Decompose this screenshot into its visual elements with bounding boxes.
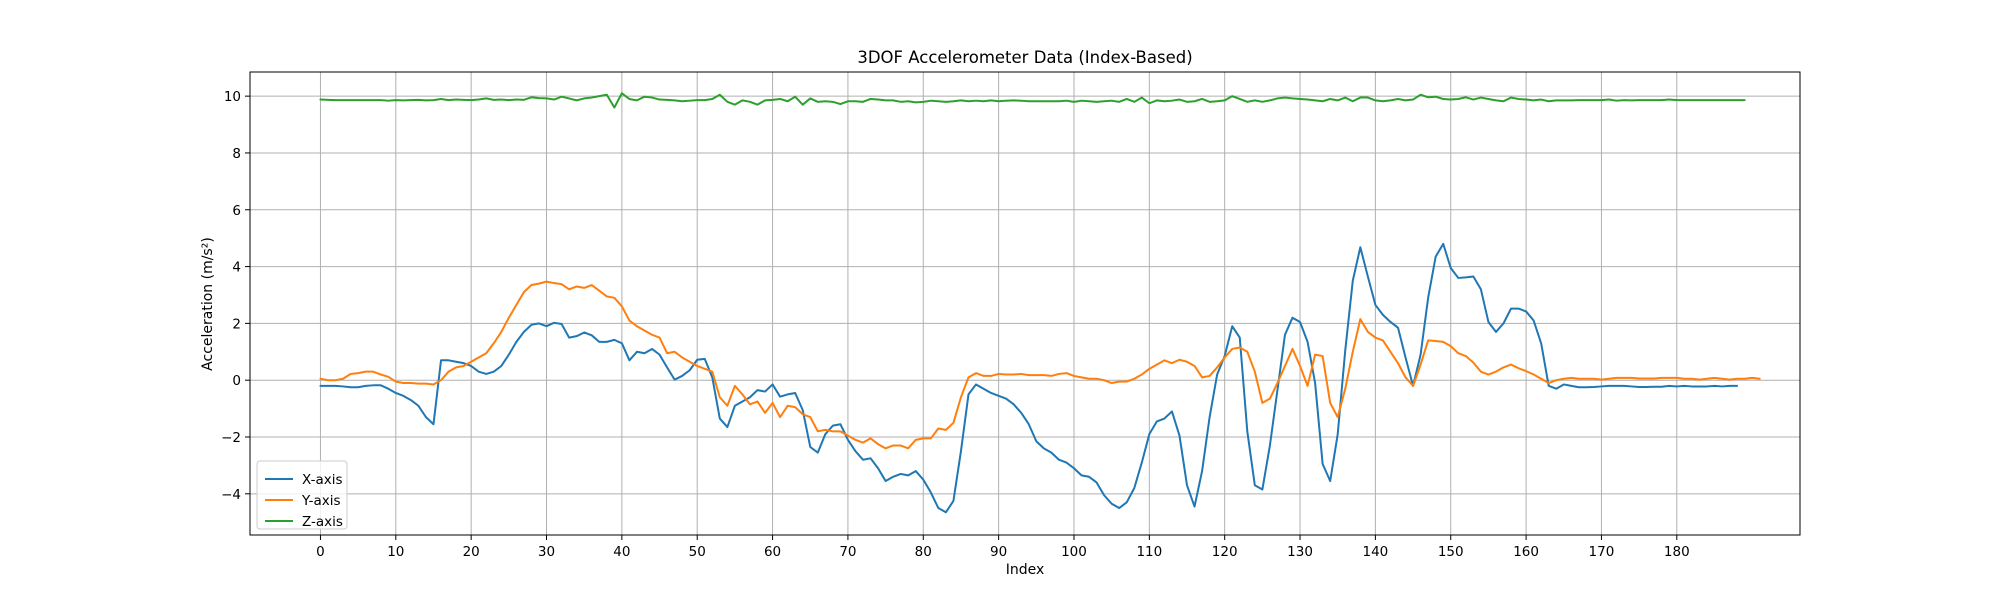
x-tick-label: 80 bbox=[915, 544, 932, 560]
legend-label: Z-axis bbox=[302, 514, 343, 530]
x-tick-label: 170 bbox=[1589, 544, 1615, 560]
y-tick-label: −2 bbox=[221, 430, 241, 446]
x-tick-label: 40 bbox=[613, 544, 630, 560]
series-line-y-axis bbox=[319, 280, 1761, 450]
x-tick-label: 50 bbox=[689, 544, 706, 560]
x-tick-label: 60 bbox=[764, 544, 781, 560]
x-tick-label: 0 bbox=[316, 544, 325, 560]
legend-label: X-axis bbox=[302, 472, 343, 488]
x-tick-label: 30 bbox=[538, 544, 555, 560]
chart-title: 3DOF Accelerometer Data (Index-Based) bbox=[857, 48, 1192, 67]
plot-series-lines bbox=[319, 92, 1761, 514]
y-tick-label: 8 bbox=[232, 146, 241, 162]
y-tick-label: 0 bbox=[232, 373, 241, 389]
x-tick-label: 100 bbox=[1061, 544, 1087, 560]
y-tick-label: 10 bbox=[224, 89, 241, 105]
series-line-z-axis bbox=[319, 92, 1746, 109]
x-tick-label: 70 bbox=[839, 544, 856, 560]
x-tick-label: 20 bbox=[463, 544, 480, 560]
y-tick-label: 6 bbox=[232, 203, 241, 219]
legend-label: Y-axis bbox=[301, 493, 341, 509]
grid-lines bbox=[250, 72, 1800, 535]
y-tick-label: −4 bbox=[221, 487, 241, 503]
x-tick-label: 180 bbox=[1664, 544, 1690, 560]
x-tick-label: 10 bbox=[387, 544, 404, 560]
x-tick-label: 150 bbox=[1438, 544, 1464, 560]
x-axis-label: Index bbox=[1006, 562, 1045, 578]
y-axis-label: Acceleration (m/s²) bbox=[200, 237, 216, 371]
y-tick-label: 2 bbox=[232, 316, 241, 332]
x-tick-label: 140 bbox=[1362, 544, 1388, 560]
x-axis-ticks: 0 10 20 30 40 50 60 70 80 90 100 110 120 130 140 150 160… bbox=[316, 535, 1690, 560]
x-tick-label: 90 bbox=[990, 544, 1007, 560]
series-line-x-axis bbox=[319, 242, 1739, 514]
x-tick-label: 110 bbox=[1136, 544, 1162, 560]
y-tick-label: 4 bbox=[232, 260, 241, 276]
legend: X-axis Y-axis Z-axis bbox=[256, 460, 348, 530]
y-axis-ticks: −4 −2 0 2 4 6 8 10 bbox=[221, 89, 250, 503]
x-tick-label: 160 bbox=[1513, 544, 1539, 560]
x-tick-label: 120 bbox=[1212, 544, 1238, 560]
plot-frame bbox=[249, 71, 1801, 536]
x-tick-label: 130 bbox=[1287, 544, 1313, 560]
